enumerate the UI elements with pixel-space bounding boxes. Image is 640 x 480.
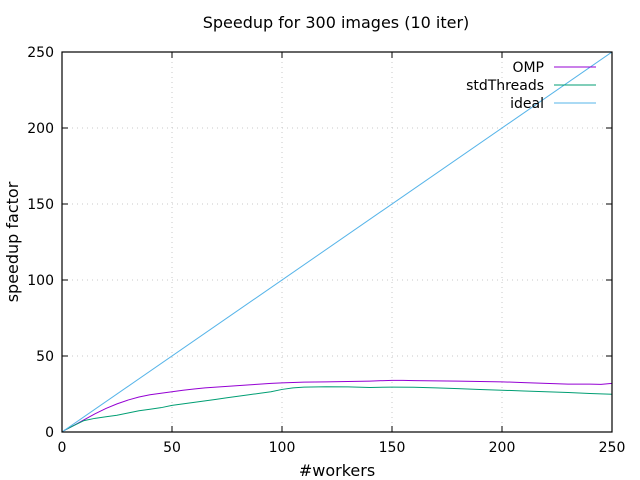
legend: OMP stdThreads ideal [466,60,596,112]
plot-series [62,52,612,432]
chart-title: Speedup for 300 images (10 iter) [203,13,470,32]
y-axis-label: speedup factor [3,181,22,302]
x-tick-label: 0 [58,440,67,456]
axis-ticks: 0 50 100 150 200 250 0 50 100 150 200 250 [27,45,625,456]
x-axis-label: #workers [299,461,375,480]
series-line-omp [63,379,612,431]
legend-label: stdThreads [466,78,544,94]
legend-label: ideal [510,96,544,112]
x-tick-label: 100 [269,440,296,456]
x-tick-label: 50 [163,440,181,456]
x-tick-label: 200 [489,440,516,456]
y-tick-label: 250 [27,45,54,61]
grid [62,52,612,432]
series-line-stdthreads [63,386,612,431]
legend-label: OMP [512,60,544,76]
series-line-ideal [62,52,612,432]
y-tick-label: 100 [27,273,54,289]
x-tick-label: 250 [599,440,626,456]
plot-frame [61,51,613,433]
y-tick-label: 0 [45,425,54,441]
y-tick-label: 150 [27,197,54,213]
y-tick-label: 200 [27,121,54,137]
x-tick-label: 150 [379,440,406,456]
y-tick-label: 50 [36,349,54,365]
